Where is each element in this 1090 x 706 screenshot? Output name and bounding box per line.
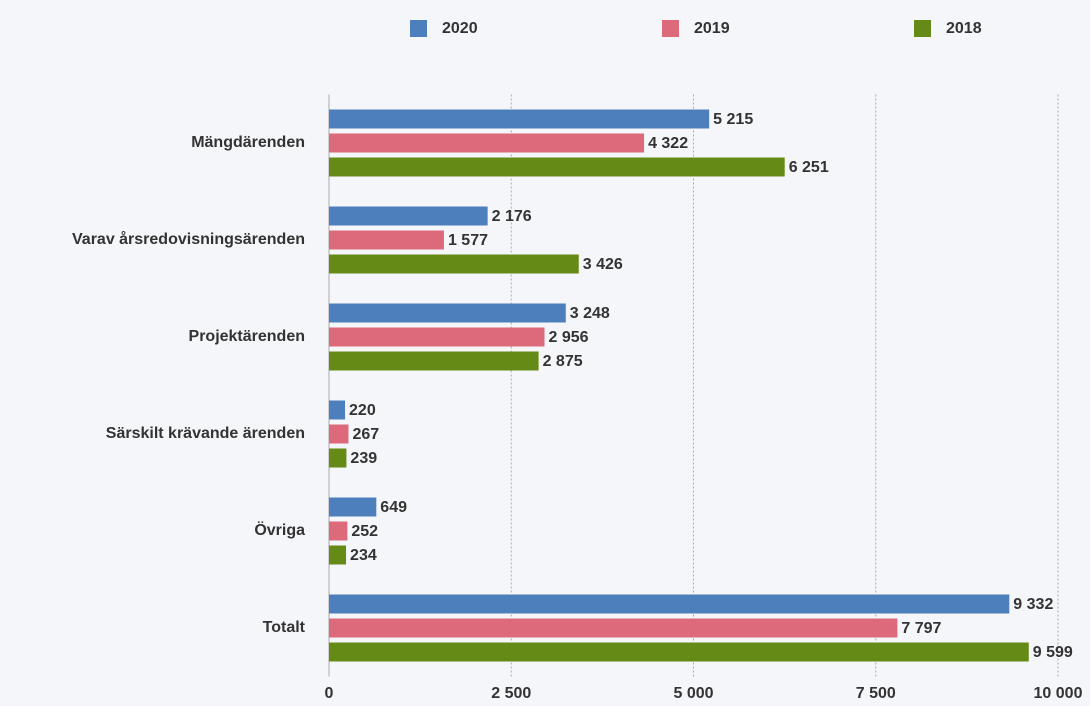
x-tick-label: 2 500 (491, 685, 531, 702)
y-tick-label: Övriga (254, 520, 305, 539)
legend-swatch (662, 20, 679, 37)
legend-swatch (914, 20, 931, 37)
value-label: 252 (351, 523, 378, 540)
bar (329, 545, 347, 565)
value-label: 6 251 (789, 159, 829, 176)
value-label: 220 (349, 402, 376, 419)
bar (329, 254, 579, 274)
bar (329, 206, 488, 226)
y-tick-label: Mängdärenden (191, 134, 305, 151)
bar (329, 157, 785, 177)
value-label: 239 (350, 450, 377, 467)
value-label: 2 875 (543, 353, 583, 370)
value-label: 1 577 (448, 232, 488, 249)
value-label: 3 426 (583, 256, 623, 273)
legend-label: 2020 (442, 20, 478, 37)
x-tick-label: 10 000 (1034, 685, 1083, 702)
bar (329, 327, 545, 347)
x-tick-label: 7 500 (856, 685, 896, 702)
bar (329, 351, 539, 371)
value-label: 9 332 (1013, 596, 1053, 613)
legend-swatch (410, 20, 427, 37)
x-tick-label: 0 (325, 685, 334, 702)
y-tick-label: Särskilt krävande ärenden (106, 425, 305, 442)
bar (329, 230, 444, 250)
bar (329, 448, 347, 468)
bar (329, 594, 1010, 614)
bar (329, 400, 346, 420)
bar (329, 133, 645, 153)
value-label: 4 322 (648, 135, 688, 152)
bar (329, 618, 898, 638)
bar (329, 497, 377, 517)
y-tick-label: Projektärenden (189, 328, 305, 345)
value-label: 649 (380, 499, 407, 516)
x-tick-label: 5 000 (673, 685, 713, 702)
value-label: 5 215 (713, 111, 753, 128)
legend-label: 2018 (946, 20, 982, 37)
bar (329, 521, 348, 541)
y-tick-label: Totalt (263, 619, 306, 636)
bar (329, 303, 566, 323)
legend-label: 2019 (694, 20, 730, 37)
bar (329, 642, 1029, 662)
value-label: 3 248 (570, 305, 610, 322)
value-label: 9 599 (1033, 644, 1073, 661)
value-label: 2 176 (492, 208, 532, 225)
bar (329, 424, 349, 444)
bar (329, 109, 710, 129)
value-label: 2 956 (548, 329, 588, 346)
value-label: 7 797 (901, 620, 941, 637)
value-label: 267 (352, 426, 379, 443)
y-tick-label: Varav årsredovisningsärenden (72, 230, 305, 248)
value-label: 234 (350, 547, 377, 564)
